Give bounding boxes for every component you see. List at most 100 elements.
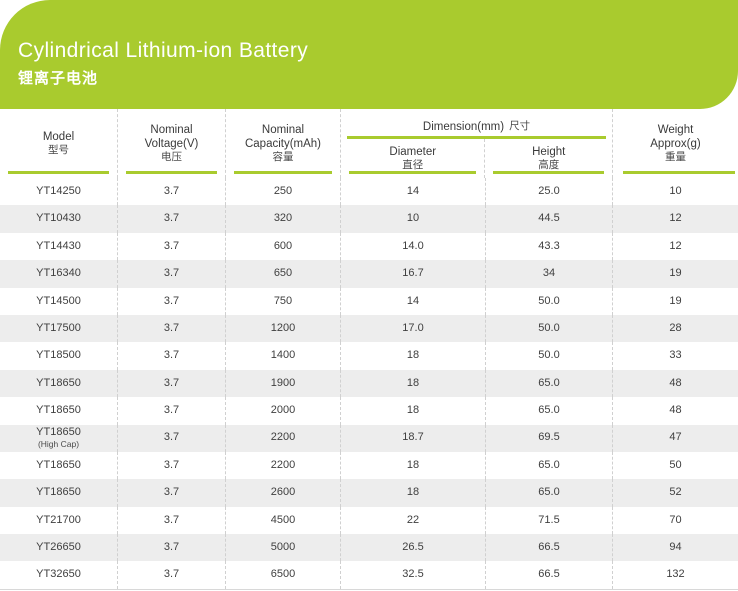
cell-model: YT18650 bbox=[0, 479, 118, 507]
cell-height: 50.0 bbox=[486, 342, 613, 370]
col-header-height-zh: 高度 bbox=[538, 159, 560, 171]
cell-voltage: 3.7 bbox=[118, 506, 226, 535]
cell-capacity: 2200 bbox=[226, 451, 341, 480]
cell-capacity: 600 bbox=[226, 232, 341, 261]
cell-model: YT18650 bbox=[0, 397, 118, 425]
cell-weight: 10 bbox=[669, 184, 682, 197]
table-row: YT14500 3.7 750 14 50.0 19 bbox=[0, 287, 738, 315]
cell-height: 44.5 bbox=[486, 205, 613, 233]
table-row: YT18500 3.7 1400 18 50.0 33 bbox=[0, 342, 738, 370]
cell-weight: 47 bbox=[669, 431, 682, 444]
table-row: YT18650 3.7 1900 18 65.0 48 bbox=[0, 369, 738, 398]
cell-voltage: 3.7 bbox=[118, 451, 226, 480]
cell-height: 66.5 bbox=[486, 561, 613, 589]
col-header-height-en: Height bbox=[532, 146, 566, 158]
table-row: YT18650 3.7 2000 18 65.0 48 bbox=[0, 397, 738, 425]
cell-diameter: 17.0 bbox=[341, 314, 486, 343]
table-row: YT14250 3.7 250 14 25.0 10 bbox=[0, 178, 738, 206]
cell-model: YT18650 bbox=[0, 369, 118, 398]
col-header-diameter: Diameter 直径 bbox=[341, 139, 486, 178]
cell-diameter: 18 bbox=[341, 451, 486, 480]
cell-diameter: 18 bbox=[341, 369, 486, 398]
table-row: YT18650 (High Cap) 3.7 2200 18.7 69.5 47 bbox=[0, 424, 738, 452]
cell-diameter: 14.0 bbox=[341, 232, 486, 261]
cell-capacity: 650 bbox=[226, 260, 341, 288]
col-header-weight: Weight Approx(g) 重量 bbox=[613, 109, 738, 178]
cell-capacity: 1900 bbox=[226, 369, 341, 398]
cell-capacity: 2000 bbox=[226, 397, 341, 425]
cell-diameter: 16.7 bbox=[341, 260, 486, 288]
cell-height: 66.5 bbox=[486, 534, 613, 562]
cell-diameter: 22 bbox=[341, 506, 486, 535]
cell-weight: 52 bbox=[669, 486, 682, 499]
table-row: YT16340 3.7 650 16.7 34 19 bbox=[0, 260, 738, 288]
col-header-capacity-zh: 容量 bbox=[272, 151, 294, 163]
col-header-dimension-group: Dimension(mm) 尺寸 Diameter 直径 Height 高度 bbox=[341, 109, 613, 178]
cell-capacity: 250 bbox=[226, 178, 341, 206]
cell-weight: 70 bbox=[669, 513, 682, 526]
cell-diameter: 18 bbox=[341, 397, 486, 425]
header-underline bbox=[8, 171, 109, 174]
col-header-dimension: Dimension(mm) 尺寸 bbox=[341, 109, 612, 136]
page-subtitle-zh: 锂离子电池 bbox=[18, 70, 99, 87]
cell-height: 50.0 bbox=[486, 287, 613, 315]
cell-model: YT18650 (High Cap) bbox=[0, 424, 118, 452]
dimension-underline bbox=[347, 136, 606, 139]
cell-height: 65.0 bbox=[486, 397, 613, 425]
col-header-diameter-en: Diameter bbox=[389, 146, 437, 158]
cell-model: YT26650 bbox=[0, 534, 118, 562]
cell-voltage: 3.7 bbox=[118, 534, 226, 562]
table-row: YT21700 3.7 4500 22 71.5 70 bbox=[0, 506, 738, 535]
cell-capacity: 750 bbox=[226, 287, 341, 315]
cell-voltage: 3.7 bbox=[118, 314, 226, 343]
cell-capacity: 6500 bbox=[226, 561, 341, 589]
cell-voltage: 3.7 bbox=[118, 424, 226, 452]
table-row: YT14430 3.7 600 14.0 43.3 12 bbox=[0, 232, 738, 261]
header-underline bbox=[349, 171, 477, 174]
cell-height: 50.0 bbox=[486, 314, 613, 343]
col-header-voltage-en2: Voltage(V) bbox=[144, 138, 199, 150]
col-header-model-zh: 型号 bbox=[48, 144, 69, 156]
cell-model: YT14250 bbox=[0, 178, 118, 206]
dimension-subheaders: Diameter 直径 Height 高度 bbox=[341, 139, 612, 178]
table-row: YT32650 3.7 6500 32.5 66.5 132 bbox=[0, 561, 738, 589]
title-banner: Cylindrical Lithium-ion Battery 锂离子电池 bbox=[0, 0, 738, 109]
col-header-dimension-en: Dimension(mm) bbox=[422, 121, 505, 133]
cell-height: 43.3 bbox=[486, 232, 613, 261]
col-header-capacity: Nominal Capacity(mAh) 容量 bbox=[226, 109, 341, 178]
cell-diameter: 18 bbox=[341, 342, 486, 370]
cell-voltage: 3.7 bbox=[118, 260, 226, 288]
col-header-voltage: Nominal Voltage(V) 电压 bbox=[118, 109, 226, 178]
cell-height: 71.5 bbox=[486, 506, 613, 535]
cell-voltage: 3.7 bbox=[118, 397, 226, 425]
cell-capacity: 2200 bbox=[226, 424, 341, 452]
table-row: YT26650 3.7 5000 26.5 66.5 94 bbox=[0, 534, 738, 562]
cell-voltage: 3.7 bbox=[118, 369, 226, 398]
cell-model: YT17500 bbox=[0, 314, 118, 343]
col-header-capacity-en1: Nominal bbox=[261, 124, 305, 136]
header-underline bbox=[493, 171, 604, 174]
cell-voltage: 3.7 bbox=[118, 479, 226, 507]
header-underline bbox=[126, 171, 217, 174]
cell-height: 25.0 bbox=[486, 178, 613, 206]
table-body: YT14250 3.7 250 14 25.0 10 YT10430 3.7 320 10 44.5… bbox=[0, 178, 738, 589]
cell-voltage: 3.7 bbox=[118, 342, 226, 370]
col-header-weight-zh: 重量 bbox=[665, 151, 686, 163]
col-header-dimension-zh: 尺寸 bbox=[509, 120, 531, 132]
page-title: Cylindrical Lithium-ion Battery bbox=[18, 39, 309, 62]
col-header-weight-en2: Approx(g) bbox=[650, 138, 701, 150]
cell-weight: 48 bbox=[669, 376, 682, 389]
cell-weight: 132 bbox=[666, 568, 685, 581]
cell-capacity: 4500 bbox=[226, 506, 341, 535]
cell-height: 34 bbox=[486, 260, 613, 288]
cell-model: YT10430 bbox=[0, 205, 118, 233]
col-header-weight-en1: Weight bbox=[657, 124, 694, 136]
cell-height: 69.5 bbox=[486, 424, 613, 452]
col-header-capacity-en2: Capacity(mAh) bbox=[244, 138, 322, 150]
cell-capacity: 2600 bbox=[226, 479, 341, 507]
col-header-diameter-zh: 直径 bbox=[402, 159, 424, 171]
cell-diameter: 14 bbox=[341, 287, 486, 315]
cell-weight: 12 bbox=[669, 212, 682, 225]
cell-weight: 50 bbox=[669, 458, 682, 471]
col-header-voltage-zh: 电压 bbox=[161, 151, 182, 163]
